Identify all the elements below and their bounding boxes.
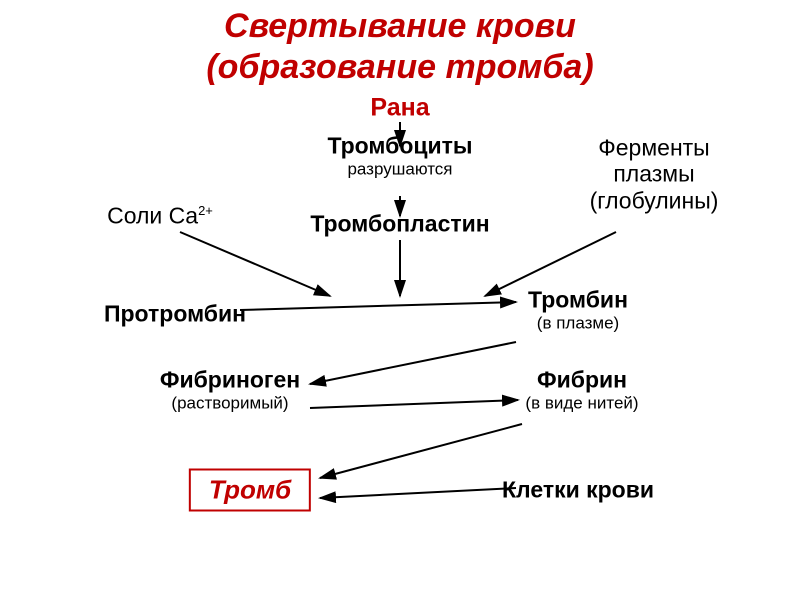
label-trombin-sub: (в плазме) (528, 314, 628, 334)
arrow (320, 488, 516, 498)
node-rana: Рана (370, 94, 429, 123)
label-rana: Рана (370, 94, 429, 122)
arrow (240, 302, 516, 310)
node-protrombin: Протромбин (104, 301, 246, 328)
label-trombocyty-sub: разрушаются (327, 160, 472, 180)
node-fibrin: Фибрин (в виде нитей) (525, 367, 638, 414)
arrow (320, 424, 522, 478)
label-fermenty-1: Ферменты (590, 134, 719, 160)
node-tromb: Тромб (189, 469, 311, 512)
label-fibrinogen: Фибриноген (160, 367, 300, 394)
diagram-title: Свертывание крови (образование тромба) (0, 0, 800, 88)
node-tromboplastin: Тромбопластин (310, 211, 489, 238)
node-soli-ca: Соли Ca2+ (107, 203, 213, 230)
label-fibrinogen-sub: (растворимый) (160, 394, 300, 414)
label-tromb: Тромб (209, 475, 291, 505)
label-fermenty-2: плазмы (590, 161, 719, 187)
node-trombocyty: Тромбоциты разрушаются (327, 133, 472, 180)
arrow (310, 342, 516, 384)
title-line-2: (образование тромба) (0, 47, 800, 88)
label-fermenty-3: (глобулины) (590, 187, 719, 213)
label-kletki: Клетки крови (502, 477, 654, 503)
label-trombin: Тромбин (528, 287, 628, 314)
label-trombocyty: Тромбоциты (327, 133, 472, 160)
node-trombin: Тромбин (в плазме) (528, 287, 628, 334)
arrow (180, 232, 330, 296)
label-fibrin-sub: (в виде нитей) (525, 394, 638, 414)
arrow (310, 400, 518, 408)
node-fibrinogen: Фибриноген (растворимый) (160, 367, 300, 414)
node-kletki: Клетки крови (502, 477, 654, 504)
label-soli-ca-sup: 2+ (198, 203, 213, 218)
label-protrombin: Протромбин (104, 301, 246, 327)
label-tromboplastin: Тромбопластин (310, 211, 489, 237)
label-fibrin: Фибрин (525, 367, 638, 394)
node-fermenty: Ферменты плазмы (глобулины) (590, 134, 719, 213)
label-soli-ca: Соли Ca (107, 203, 198, 229)
title-line-1: Свертывание крови (0, 6, 800, 47)
